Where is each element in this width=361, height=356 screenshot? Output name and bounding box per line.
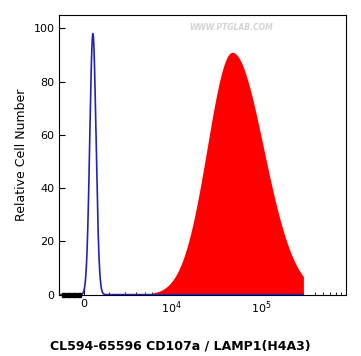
Y-axis label: Relative Cell Number: Relative Cell Number <box>15 89 28 221</box>
Text: CL594-65596 CD107a / LAMP1(H4A3): CL594-65596 CD107a / LAMP1(H4A3) <box>50 339 311 352</box>
Text: WWW.PTGLAB.COM: WWW.PTGLAB.COM <box>190 23 273 32</box>
